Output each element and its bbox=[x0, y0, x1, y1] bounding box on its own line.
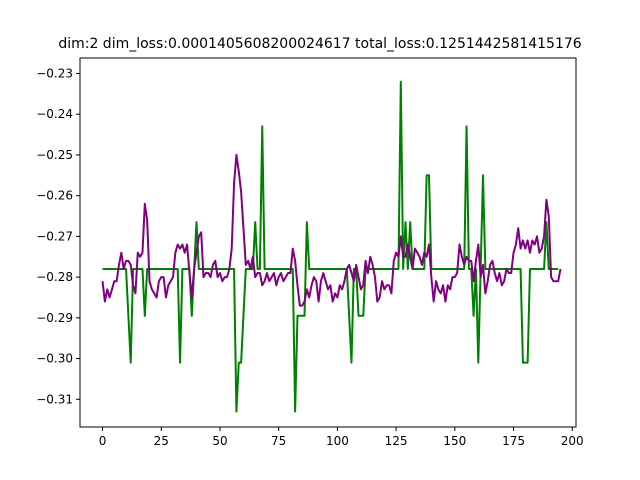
y-tick-label: −0.31 bbox=[36, 392, 73, 406]
y-tick-label: −0.27 bbox=[36, 229, 73, 243]
series-line-1 bbox=[102, 80, 559, 413]
axis-ticks: 0 25 50 75 100 125 150 175 200 −0.23 −0.24 −0.25 −0.… bbox=[36, 66, 583, 448]
y-tick-label: −0.23 bbox=[36, 66, 73, 80]
y-tick-label: −0.29 bbox=[36, 311, 73, 325]
y-tick-label: −0.28 bbox=[36, 270, 73, 284]
x-tick-label: 150 bbox=[443, 434, 466, 448]
x-tick-label: 75 bbox=[271, 434, 286, 448]
x-tick-label: 0 bbox=[99, 434, 107, 448]
x-tick-label: 175 bbox=[502, 434, 525, 448]
x-tick-label: 50 bbox=[212, 434, 227, 448]
y-tick-label: −0.30 bbox=[36, 352, 73, 366]
chart-title: dim:2 dim_loss:0.0001405608200024617 tot… bbox=[58, 36, 581, 52]
y-tick-label: −0.24 bbox=[36, 107, 73, 121]
y-tick-label: −0.26 bbox=[36, 189, 73, 203]
x-tick-label: 200 bbox=[561, 434, 584, 448]
x-tick-label: 25 bbox=[154, 434, 169, 448]
series-line-2 bbox=[101, 153, 562, 307]
x-tick-label: 100 bbox=[326, 434, 349, 448]
plot-frame bbox=[79, 57, 577, 428]
x-tick-label: 125 bbox=[385, 434, 408, 448]
series-layer bbox=[101, 80, 562, 413]
y-tick-label: −0.25 bbox=[36, 148, 73, 162]
